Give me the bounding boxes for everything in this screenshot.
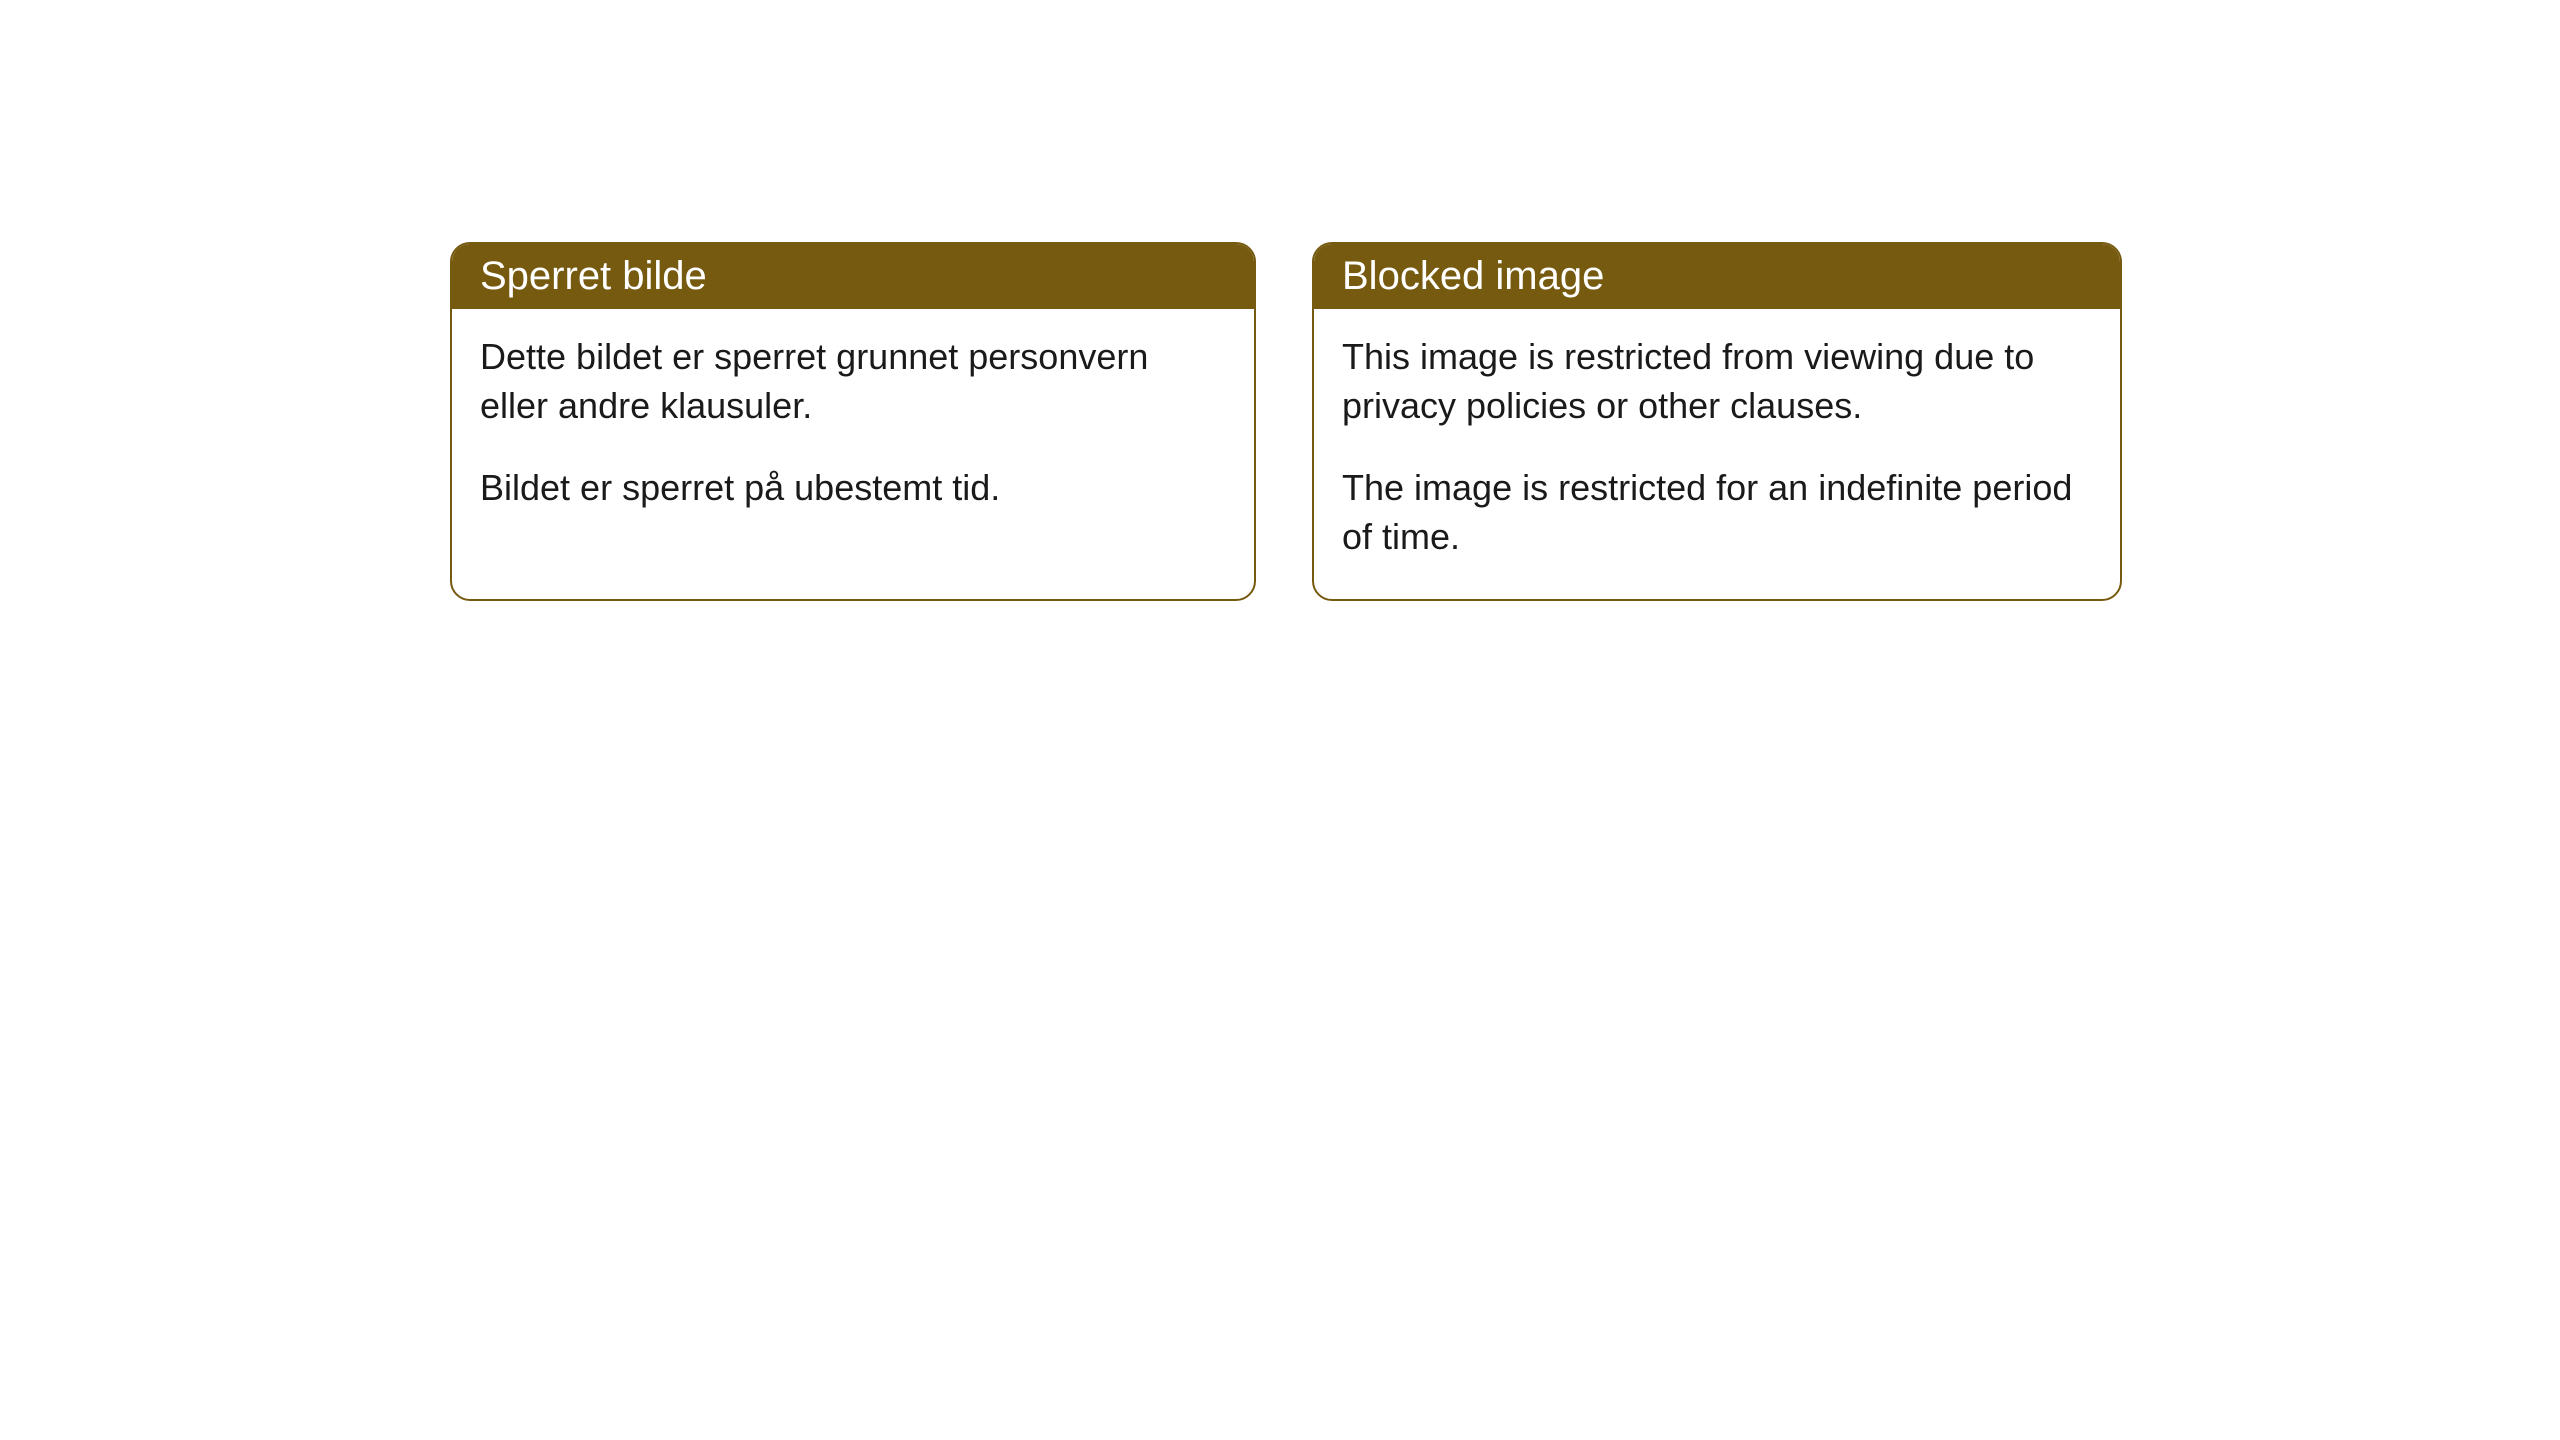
card-paragraph-reason: Dette bildet er sperret grunnet personve… bbox=[480, 333, 1226, 430]
card-header-norwegian: Sperret bilde bbox=[452, 244, 1254, 309]
notice-cards-container: Sperret bilde Dette bildet er sperret gr… bbox=[0, 0, 2560, 601]
card-body-english: This image is restricted from viewing du… bbox=[1314, 309, 2120, 599]
card-paragraph-duration: The image is restricted for an indefinit… bbox=[1342, 464, 2092, 561]
blocked-image-card-norwegian: Sperret bilde Dette bildet er sperret gr… bbox=[450, 242, 1256, 601]
card-body-norwegian: Dette bildet er sperret grunnet personve… bbox=[452, 309, 1254, 551]
card-header-english: Blocked image bbox=[1314, 244, 2120, 309]
card-paragraph-reason: This image is restricted from viewing du… bbox=[1342, 333, 2092, 430]
card-paragraph-duration: Bildet er sperret på ubestemt tid. bbox=[480, 464, 1226, 513]
blocked-image-card-english: Blocked image This image is restricted f… bbox=[1312, 242, 2122, 601]
